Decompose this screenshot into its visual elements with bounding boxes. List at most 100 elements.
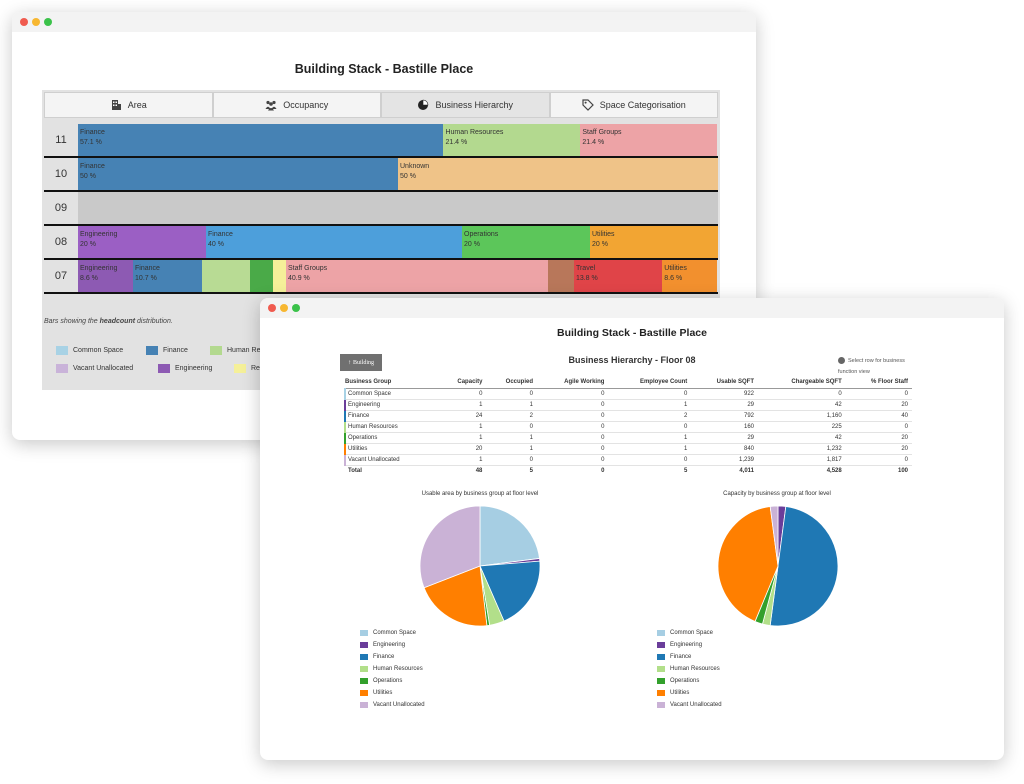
table-row[interactable]: Engineering 1 1 0 1 29 42 20	[344, 399, 912, 411]
legend-label: Finance	[670, 654, 692, 660]
floor-bar: Finance 50 % Unknown 50 %	[78, 158, 718, 190]
segment-name: Human Resources	[445, 129, 504, 136]
floor-row[interactable]: 10 Finance 50 % Unknown 50 %	[44, 158, 718, 192]
building-icon	[111, 100, 121, 110]
table-row[interactable]: Utilities 20 1 0 1 840 1,232 20	[344, 443, 912, 455]
floor-row[interactable]: 11 Finance 57.1 % Human Resources 21.4 % Staf…	[44, 124, 718, 158]
floor-segment[interactable]: Finance 40 %	[206, 226, 462, 258]
segment-name: Finance	[80, 129, 105, 136]
floor-segment[interactable]: Utilities 20 %	[590, 226, 718, 258]
floor-segment[interactable]	[547, 260, 574, 292]
floor-divider	[44, 156, 718, 158]
chart-caption: Bars showing the headcount distribution.	[44, 318, 173, 325]
table-cell: 1	[608, 432, 692, 444]
table-header: Chargeable SQFT	[758, 377, 846, 389]
legend-swatch	[360, 630, 368, 636]
floor-row[interactable]: 07 Engineering 8.6 % Finance 10.7 % Staff Gro…	[44, 260, 718, 294]
tab-area[interactable]: Area	[44, 92, 213, 118]
legend-item[interactable]: Human Resources	[657, 663, 722, 675]
tab-occupancy[interactable]: Occupancy	[212, 92, 381, 118]
table-cell: 0	[486, 421, 537, 433]
floor-segment[interactable]	[201, 260, 250, 292]
pie-slice[interactable]	[479, 505, 540, 567]
close-window-button[interactable]	[20, 18, 28, 26]
floor-segment[interactable]: Staff Groups 40.9 %	[285, 260, 548, 292]
close-window-button[interactable]	[268, 304, 276, 312]
floor-segment[interactable]	[272, 260, 286, 292]
table-header: % Floor Staff	[845, 377, 912, 389]
legend-item[interactable]: Vacant Unallocated	[657, 699, 722, 711]
table-cell: Vacant Unallocated	[344, 454, 440, 466]
floor-segment[interactable]: Engineering 20 %	[78, 226, 206, 258]
info-icon	[838, 357, 845, 365]
table-row[interactable]: Human Resources 1 0 0 0 160 225 0	[344, 421, 912, 433]
floor-segment[interactable]	[249, 260, 273, 292]
floor-segment[interactable]: Finance 10.7 %	[133, 260, 202, 292]
pie-slice[interactable]	[769, 506, 839, 627]
table-header: Agile Working	[537, 377, 609, 389]
legend-item[interactable]: Utilities	[360, 687, 425, 699]
table-cell: 20	[845, 432, 912, 444]
legend-item[interactable]: Finance	[360, 651, 425, 663]
legend-swatch	[657, 666, 665, 672]
table-row[interactable]: Finance 24 2 0 2 792 1,160 40	[344, 410, 912, 422]
segment-percent: 50 %	[400, 173, 416, 180]
maximize-window-button[interactable]	[292, 304, 300, 312]
back-to-building-button[interactable]: ↑ Building	[340, 354, 382, 371]
floor-segment[interactable]: Staff Groups 21.4 %	[580, 124, 718, 156]
minimize-window-button[interactable]	[32, 18, 40, 26]
pie-slice[interactable]	[769, 505, 779, 567]
legend-label: Vacant Unallocated	[670, 702, 722, 708]
pie-slice[interactable]	[423, 565, 488, 627]
floor-segment[interactable]: Finance 50 %	[78, 158, 398, 190]
legend-item[interactable]: Common Space	[657, 627, 722, 639]
legend-item[interactable]: Engineering	[360, 639, 425, 651]
pie-slice[interactable]	[419, 505, 481, 589]
floor-number: 07	[44, 260, 78, 292]
legend-label: Utilities	[373, 690, 393, 696]
pie-slice[interactable]	[717, 506, 779, 622]
floor-row[interactable]: 08 Engineering 20 % Finance 40 % Operations 20…	[44, 226, 718, 260]
legend-item[interactable]: Finance	[657, 651, 722, 663]
floor-row[interactable]: 09	[44, 192, 718, 226]
tab-business-hierarchy[interactable]: Business Hierarchy	[381, 92, 550, 118]
segment-percent: 21.4 %	[445, 139, 468, 146]
segment-name: Operations	[464, 231, 499, 238]
legend-item: Human Re	[210, 346, 260, 355]
segment-percent: 20 %	[80, 241, 96, 248]
legend-item[interactable]: Vacant Unallocated	[360, 699, 425, 711]
minimize-window-button[interactable]	[280, 304, 288, 312]
legend-item[interactable]: Utilities	[657, 687, 722, 699]
legend-item[interactable]: Common Space	[360, 627, 425, 639]
floor-segment[interactable]: Travel 13.8 %	[573, 260, 663, 292]
legend-label: Human Re	[227, 347, 261, 354]
usable-area-pie-legend: Common Space Engineering Finance Human Reso…	[360, 627, 425, 711]
legend-swatch	[657, 630, 665, 636]
floor-segment[interactable]: Unknown 50 %	[398, 158, 718, 190]
floor-bar: Finance 57.1 % Human Resources 21.4 % Staff …	[78, 124, 718, 156]
table-row[interactable]: Common Space 0 0 0 0 922 0 0	[344, 388, 912, 400]
floor-segment[interactable]	[78, 192, 718, 224]
maximize-window-button[interactable]	[44, 18, 52, 26]
tab-area-label: Area	[127, 100, 147, 110]
table-cell: 29	[691, 432, 759, 444]
table-cell: 1	[439, 421, 487, 433]
tab-space-categorisation[interactable]: Space Categorisation	[549, 92, 718, 118]
legend-item[interactable]: Human Resources	[360, 663, 425, 675]
table-row[interactable]: Operations 1 1 0 1 29 42 20	[344, 432, 912, 444]
floor-segment[interactable]: Utilities 8.6 %	[662, 260, 718, 292]
floor-segment[interactable]: Operations 20 %	[462, 226, 590, 258]
legend-label: Utilities	[670, 690, 690, 696]
legend-item[interactable]: Engineering	[657, 639, 722, 651]
table-cell: 1,817	[758, 454, 846, 466]
pie-slice[interactable]	[479, 560, 541, 622]
legend-item[interactable]: Operations	[657, 675, 722, 687]
floor-segment[interactable]: Human Resources 21.4 %	[443, 124, 581, 156]
floor-segment[interactable]: Finance 57.1 %	[78, 124, 444, 156]
floor-segment[interactable]: Engineering 8.6 %	[78, 260, 134, 292]
legend-label: Vacant Unallocated	[73, 365, 134, 372]
legend-item[interactable]: Operations	[360, 675, 425, 687]
table-cell: 0	[845, 388, 912, 400]
table-row[interactable]: Vacant Unallocated 1 0 0 0 1,239 1,817 0	[344, 454, 912, 466]
legend-swatch	[360, 654, 368, 660]
